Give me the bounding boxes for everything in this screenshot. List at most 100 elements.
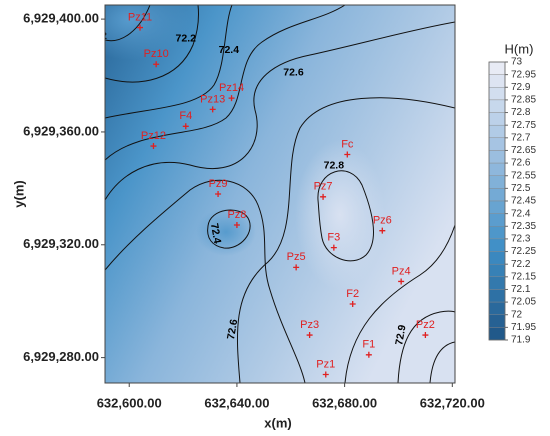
colorbar-cell (488, 124, 506, 139)
well-marker (137, 24, 143, 31)
x-axis-title: x(m) (264, 415, 291, 430)
well-label: Pz12 (141, 130, 166, 142)
contour-line (397, 310, 455, 383)
x-tick-label: 632,720.00 (420, 395, 485, 410)
colorbar-tick-label: 71.95 (511, 322, 536, 333)
colorbar-tick-label: 72.85 (511, 95, 536, 106)
colorbar-title: H(m) (505, 41, 534, 56)
x-tick-label: 632,600.00 (97, 395, 162, 410)
colorbar-cell (488, 301, 506, 315)
well-label: Pz3 (300, 319, 319, 331)
contour-line (429, 341, 455, 383)
y-tick-label: 6,929,320.00 (23, 236, 99, 251)
colorbar-tick-label: 72.5 (511, 183, 531, 194)
well-marker (153, 61, 160, 68)
contour-line (105, 179, 306, 383)
y-tick-label: 6,929,360.00 (23, 123, 99, 138)
well-label: F3 (327, 232, 340, 244)
colorbar-cell (488, 314, 506, 328)
colorbar-cell (488, 289, 506, 303)
contour-label: 72.9 (393, 324, 408, 346)
contour-line (105, 21, 455, 201)
colorbar-cell (488, 238, 506, 252)
well-label: F2 (346, 288, 359, 300)
light-region (295, 140, 385, 290)
colorbar-cell (488, 276, 506, 290)
well-marker (150, 143, 157, 150)
colorbar-tick-label: 72.1 (511, 284, 531, 295)
colorbar-tick-label: 72.9 (511, 82, 531, 93)
well-label: F1 (362, 339, 375, 351)
well-label: Pz13 (200, 93, 225, 105)
colorbar-cell (488, 200, 506, 214)
well-marker (330, 244, 337, 251)
dark-region (196, 208, 256, 256)
contour-line (105, 5, 233, 119)
colorbar-tick-label: 72.65 (511, 145, 536, 156)
well-marker (233, 222, 240, 229)
colorbar-cell (488, 263, 506, 278)
well-marker (344, 151, 351, 158)
colorbar-cell (488, 99, 506, 113)
colorbar-cell (488, 213, 506, 227)
colorbar-tick-label: 72 (511, 309, 523, 320)
well-label: Pz1 (316, 358, 335, 370)
well-label: Pz2 (416, 319, 435, 331)
contour-label: 72.8 (324, 160, 345, 172)
contour-label: 72.4 (208, 222, 223, 244)
colorbar-cell (488, 188, 506, 202)
well-marker (322, 371, 329, 378)
colorbar-tick-label: 72.8 (511, 107, 531, 118)
dark-region (105, 5, 190, 60)
colorbar-cell (488, 162, 506, 176)
contour-line (105, 5, 346, 161)
colorbar-tick-label: 72.3 (511, 234, 531, 245)
well-marker (228, 95, 235, 102)
well-label: Pz10 (144, 48, 169, 60)
colorbar-tick-label: 72.6 (511, 158, 531, 169)
well-label: Pz7 (314, 181, 333, 193)
colorbar-tick-label: 72.7 (511, 132, 531, 143)
field-background (105, 5, 455, 383)
contour-line (207, 209, 251, 249)
colorbar-tick-label: 72.75 (511, 120, 536, 131)
well-marker (398, 278, 405, 285)
contour-line (236, 97, 455, 383)
colorbar-tick-label: 73 (511, 57, 523, 68)
colorbar-tick-label: 71.9 (511, 335, 531, 346)
well-marker (365, 351, 372, 358)
contour-label: 72.6 (225, 318, 240, 340)
colorbar-tick-label: 72.05 (511, 297, 536, 308)
contour-label: 72 (95, 30, 107, 42)
colorbar-cell (488, 150, 506, 164)
well-marker (349, 301, 356, 308)
contour-line (344, 224, 455, 383)
contour-line (317, 170, 374, 262)
contour-line (105, 5, 151, 42)
colorbar-tick-label: 72.95 (511, 69, 536, 80)
colorbar-tick-label: 72.4 (511, 208, 531, 219)
well-label: Pz14 (219, 82, 244, 94)
well-label: Pz4 (392, 265, 411, 277)
contour-label: 72.6 (283, 66, 304, 78)
well-label: F4 (179, 110, 192, 122)
well-label: Pz9 (209, 178, 228, 190)
contour-field: 72 72.2 72.4 72.6 72.8 72.4 72.6 72.9 (95, 5, 455, 383)
colorbar-cell (488, 61, 506, 75)
contour-label: 72.2 (176, 33, 197, 45)
well-label: Pz6 (373, 215, 392, 227)
well-marker (422, 332, 429, 339)
colorbar-cell (488, 74, 506, 88)
y-axis-title: y(m) (11, 180, 26, 207)
colorbar-tick-label: 72.55 (511, 170, 536, 181)
well-label: Fc (341, 138, 354, 150)
colorbar-tick-label: 72.2 (511, 259, 531, 270)
colorbar-cell (488, 137, 506, 151)
colorbar-cell (488, 175, 506, 189)
contour-line (105, 5, 199, 83)
y-tick-label: 6,929,400.00 (23, 11, 99, 26)
y-tick-label: 6,929,280.00 (23, 349, 99, 364)
colorbar-tick-label: 72.15 (511, 271, 536, 282)
well-label: Pz5 (287, 251, 306, 263)
colorbar-cell (488, 87, 506, 101)
